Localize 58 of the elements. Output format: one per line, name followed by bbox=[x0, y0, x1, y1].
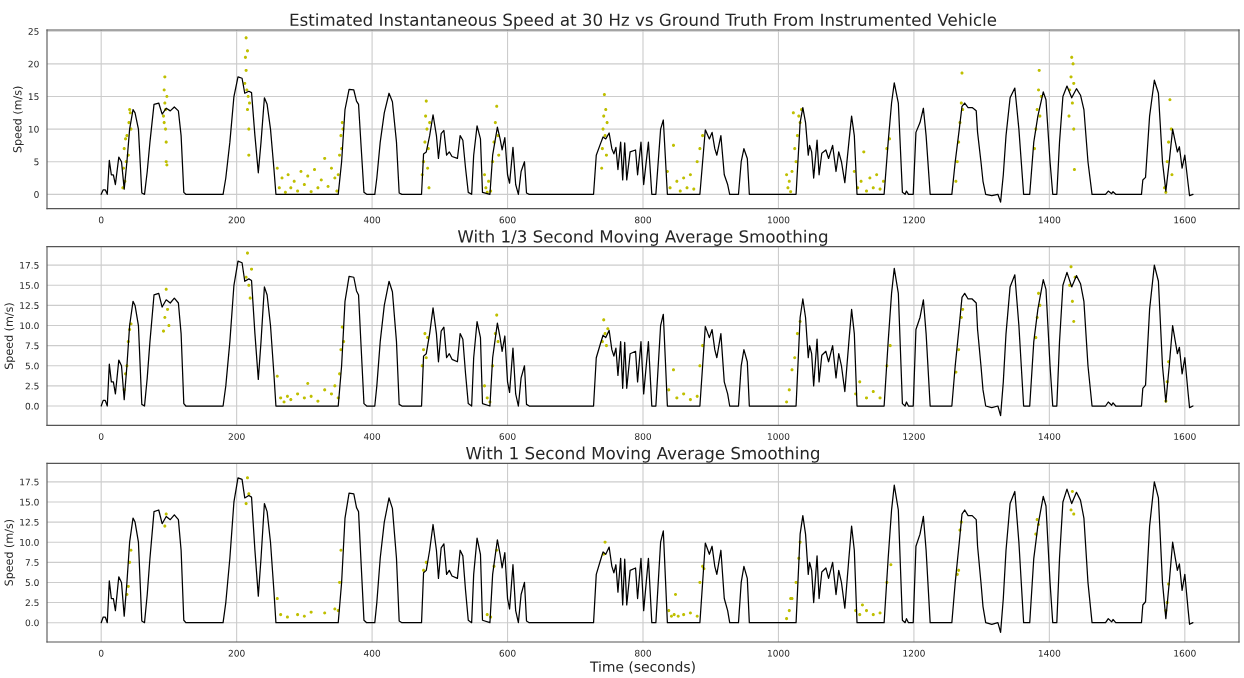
x-tick-label: 600 bbox=[499, 216, 516, 224]
x-tick-label: 1600 bbox=[1174, 433, 1196, 440]
x-tick-label: 0 bbox=[98, 649, 104, 657]
y-tick-label: 7.5 bbox=[25, 342, 39, 350]
x-tick-label: 0 bbox=[98, 433, 104, 440]
y-tick-label: 17.5 bbox=[20, 478, 39, 486]
chart-title: Estimated Instantaneous Speed at 30 Hz vs Ground Truth From Instrumented Vehicle bbox=[290, 13, 997, 30]
x-tick-label: 400 bbox=[363, 649, 381, 657]
x-tick-label: 0 bbox=[98, 216, 104, 224]
x-tick-label: 200 bbox=[228, 216, 245, 224]
y-tick-label: 7.5 bbox=[25, 559, 39, 566]
y-tick-label: 0 bbox=[34, 191, 39, 198]
y-tick-label: 10.0 bbox=[20, 538, 39, 546]
x-tick-label: 200 bbox=[228, 433, 245, 440]
x-tick-label: 1400 bbox=[1038, 649, 1061, 657]
y-tick-label: 12.5 bbox=[20, 518, 39, 526]
y-tick-label: 10 bbox=[28, 125, 39, 133]
x-tick-label: 1400 bbox=[1038, 216, 1061, 224]
y-tick-label: 15.0 bbox=[20, 498, 39, 506]
x-tick-label: 1000 bbox=[767, 433, 790, 440]
chart-title: With 1/3 Second Moving Average Smoothing bbox=[457, 229, 828, 246]
x-tick-label: 1600 bbox=[1174, 649, 1196, 657]
x-tick-label: 600 bbox=[499, 433, 516, 440]
x-tick-label: 1000 bbox=[767, 649, 790, 657]
x-tick-label: 1200 bbox=[903, 433, 925, 440]
y-tick-label: 10.0 bbox=[20, 322, 39, 330]
line-series bbox=[100, 260, 1194, 417]
x-tick-label: 1400 bbox=[1038, 433, 1061, 440]
y-tick-label: 20 bbox=[28, 60, 39, 68]
x-tick-label: 400 bbox=[363, 216, 381, 224]
x-tick-label: 200 bbox=[228, 649, 245, 657]
x-tick-label: 1600 bbox=[1174, 216, 1196, 224]
y-tick-label: 2.5 bbox=[25, 382, 39, 390]
x-tick-label: 1000 bbox=[767, 216, 790, 224]
x-tick-label: 800 bbox=[635, 649, 652, 657]
chart-title: With 1 Second Moving Average Smoothing bbox=[466, 446, 819, 463]
x-axis-title: Time (seconds) bbox=[589, 661, 695, 674]
y-tick-label: 12.5 bbox=[20, 302, 39, 309]
y-tick-label: 0.0 bbox=[25, 402, 39, 410]
y-tick-label: 2.5 bbox=[25, 599, 39, 607]
y-tick-label: 15 bbox=[28, 93, 39, 101]
x-tick-label: 800 bbox=[635, 216, 652, 224]
x-tick-label: 600 bbox=[499, 649, 516, 657]
y-tick-label: 5 bbox=[34, 158, 39, 166]
line-series bbox=[100, 76, 1194, 203]
x-tick-label: 1200 bbox=[903, 216, 925, 224]
x-tick-label: 400 bbox=[363, 433, 381, 440]
y-axis-title: Speed (m/s) bbox=[4, 519, 16, 586]
x-tick-label: 1200 bbox=[903, 649, 925, 657]
y-tick-label: 5.0 bbox=[25, 362, 39, 370]
y-tick-label: 5.0 bbox=[25, 579, 39, 586]
y-axis-title: Speed (m/s) bbox=[4, 303, 16, 369]
y-axis-title: Speed (m/s) bbox=[12, 86, 24, 153]
y-tick-label: 15.0 bbox=[20, 282, 39, 289]
x-tick-label: 800 bbox=[635, 433, 652, 440]
y-tick-label: 17.5 bbox=[20, 262, 39, 269]
y-tick-label: 0.0 bbox=[25, 619, 39, 627]
y-tick-label: 25 bbox=[28, 28, 39, 35]
